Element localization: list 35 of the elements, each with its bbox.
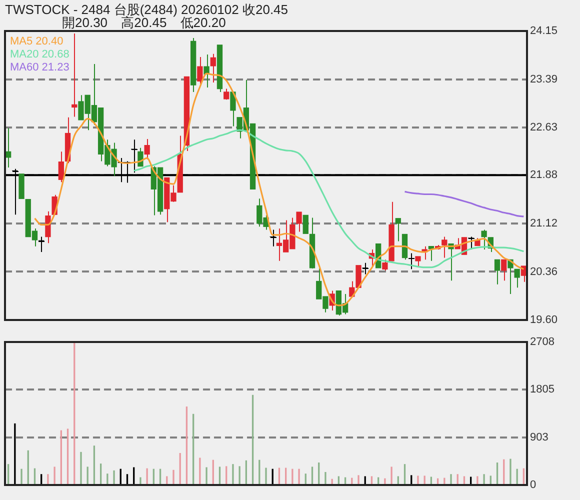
y-tick-label: 903 xyxy=(530,431,548,444)
candlestick xyxy=(72,33,78,118)
y-tick-label: 2708 xyxy=(530,336,554,348)
candlestick xyxy=(210,53,216,83)
chart-title: TWSTOCK - 2484 台股(2484) 20260102 收20.45 xyxy=(5,1,288,17)
y-tick-label: 21.12 xyxy=(530,217,558,230)
candlestick xyxy=(382,259,388,271)
candlestick xyxy=(514,268,520,288)
y-tick-label: 23.39 xyxy=(530,73,558,86)
candlestick xyxy=(144,138,150,160)
candlestick xyxy=(481,229,487,250)
y-tick-label: 0 xyxy=(530,479,536,492)
line-series xyxy=(404,190,524,218)
text: MA60 21.23 xyxy=(10,62,70,74)
candlestick xyxy=(138,147,144,167)
candlestick xyxy=(494,259,500,285)
y-tick-label: 21.88 xyxy=(530,169,558,182)
candlestick xyxy=(58,151,64,183)
candlestick xyxy=(204,54,210,88)
y-tick-label: 24.15 xyxy=(530,25,558,38)
y-tick-label: 1805 xyxy=(530,384,554,396)
candlestick xyxy=(395,218,401,242)
candlestick xyxy=(302,214,308,234)
candlestick xyxy=(296,212,302,232)
text: MA20 20.68 xyxy=(10,48,70,61)
candlestick xyxy=(415,256,421,268)
y-tick-label: 20.36 xyxy=(530,266,558,278)
candlestick xyxy=(442,236,448,258)
candlestick xyxy=(197,56,203,84)
y-tick-label: 19.60 xyxy=(530,314,558,326)
candlestick xyxy=(230,91,236,127)
y-tick-label: 22.63 xyxy=(530,122,558,134)
text: MA5 20.40 xyxy=(10,36,64,48)
candlestick xyxy=(501,259,507,282)
candlestick xyxy=(45,210,51,244)
